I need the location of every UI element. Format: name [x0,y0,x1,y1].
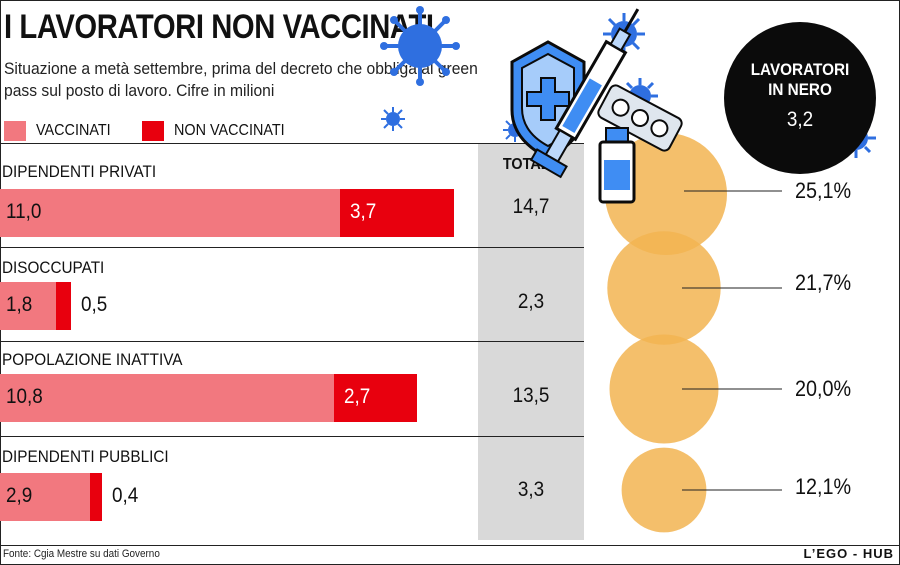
data-label-non-vaccinati: 2,7 [343,385,371,408]
legend-item-non-vaccinati: NON VACCINATI [142,120,297,142]
footer-rule [0,545,900,546]
data-label-non-vaccinati: 0,4 [111,484,139,507]
data-label-non-vaccinati: 0,5 [81,293,108,316]
undeclared-workers-badge: LAVORATORI IN NERO 3,2 [724,22,876,174]
badge-label-line2: IN NERO [768,80,832,99]
subtitle: Situazione a metà settembre, prima del d… [4,59,478,100]
bar-non-vaccinati [89,473,102,521]
category-label: DIPENDENTI PRIVATI [2,162,157,181]
virus-icon [380,6,460,86]
data-label-vaccinati: 2,9 [6,484,33,507]
badge-label-line1: LAVORATORI [750,60,850,79]
badge-value: 3,2 [786,108,814,131]
legend-swatch-non-vaccinati [142,121,164,141]
category-label: DISOCCUPATI [2,258,105,277]
row-separator [0,436,584,437]
bar-non-vaccinati [333,374,418,422]
category-label: DIPENDENTI PUBBLICI [2,447,169,466]
percentage-label: 12,1% [795,474,852,499]
row-separator [0,341,584,342]
bar-vaccinati [0,374,334,422]
total-value: 14,7 [512,195,550,218]
percentage-circle [621,447,707,533]
category-label: POPOLAZIONE INATTIVA [2,350,183,369]
badge-label: LAVORATORI IN NERO [732,60,869,100]
data-label-non-vaccinati: 3,7 [349,200,377,223]
percentage-label: 20,0% [795,376,852,401]
credit-label: L’EGO - HUB [803,546,894,561]
legend-item-vaccinati: VACCINATI [4,120,119,142]
legend-label-non-vaccinati: NON VACCINATI [174,122,285,139]
percentage-circle [607,231,721,345]
syringe-icon [529,8,640,179]
bar-vaccinati [0,473,90,521]
data-label-vaccinati: 10,8 [6,385,43,408]
vial-icon [598,127,636,204]
bar-non-vaccinati [55,282,72,330]
data-label-vaccinati: 11,0 [6,200,42,223]
percentage-circle [609,334,719,444]
bar-non-vaccinati [339,189,455,237]
virus-icon [381,107,405,131]
percentage-label: 21,7% [795,270,852,295]
bar-vaccinati [0,189,340,237]
page-title: I LAVORATORI NON VACCINATI [4,8,434,46]
total-value: 2,3 [517,290,545,313]
legend-label-vaccinati: VACCINATI [36,122,111,139]
source-note: Fonte: Cgia Mestre su dati Governo [3,548,160,560]
row-separator [0,247,584,248]
percentage-label: 25,1% [795,178,852,203]
pills-icon [597,84,683,152]
data-label-vaccinati: 1,8 [6,293,33,316]
row-separator [0,143,584,144]
total-value: 13,5 [512,384,550,407]
bar-vaccinati [0,282,56,330]
total-value: 3,3 [517,478,545,501]
legend-swatch-vaccinati [4,121,26,141]
